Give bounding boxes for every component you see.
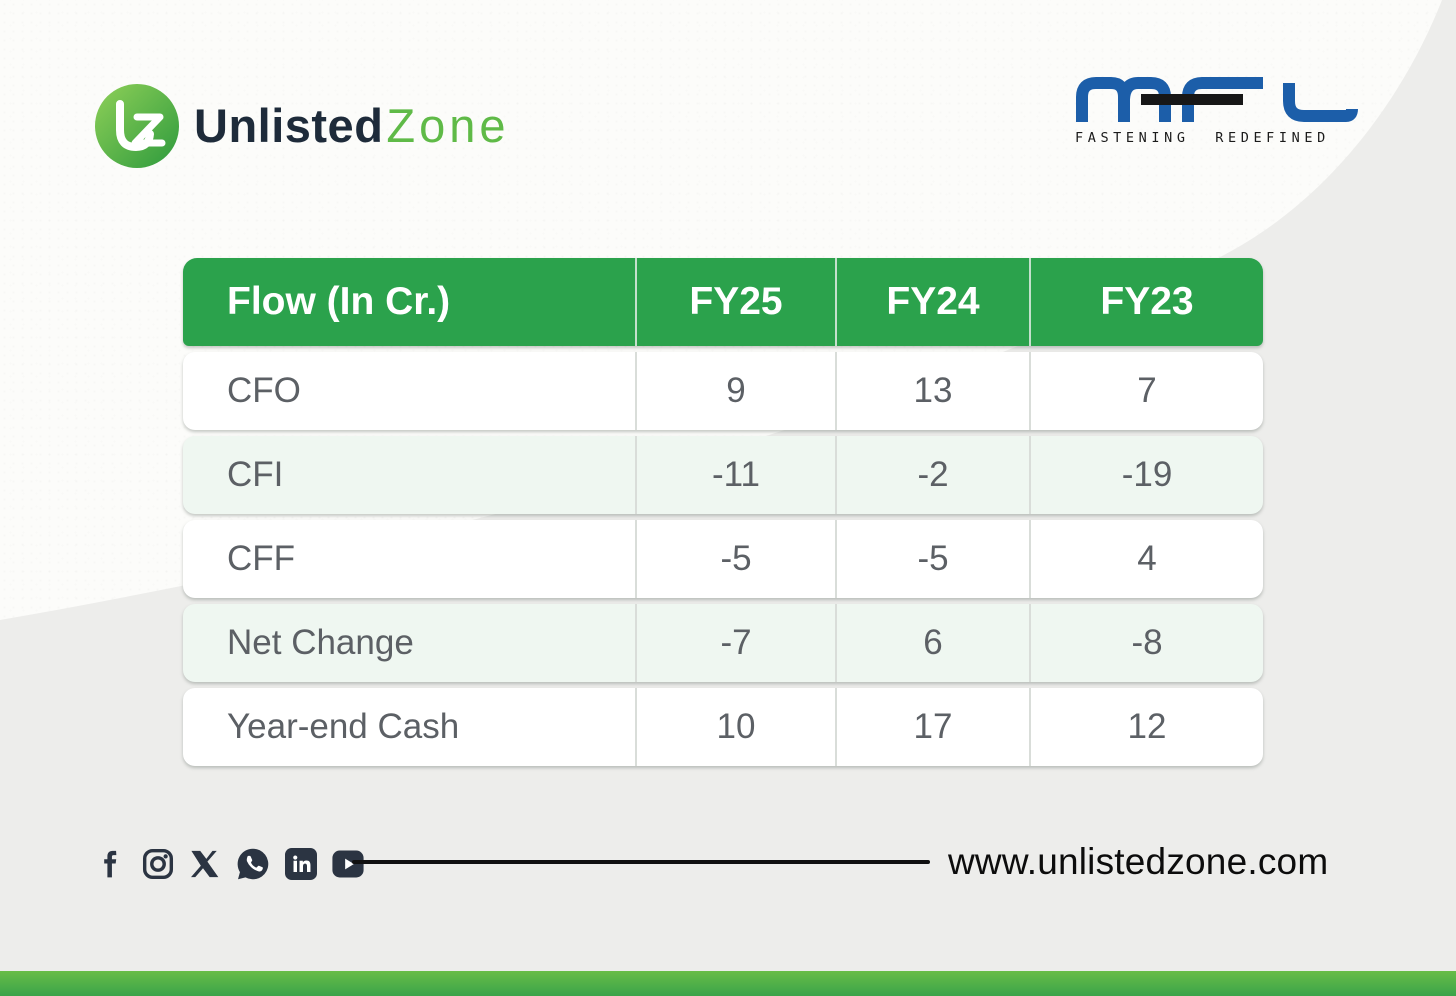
- table-row-cfo: CFO 9 13 7: [183, 352, 1263, 430]
- brand-wordmark: Unlisted Zone: [194, 84, 510, 168]
- x-icon[interactable]: [189, 848, 221, 880]
- header-fy23: FY23: [1029, 258, 1263, 346]
- cell-value: 4: [1029, 520, 1263, 598]
- website-url[interactable]: www.unlistedzone.com: [948, 841, 1329, 882]
- table-row-year-end-cash: Year-end Cash 10 17 12: [183, 688, 1263, 766]
- mfl-wordmark-icon: [1076, 77, 1358, 122]
- cell-value: -19: [1029, 436, 1263, 514]
- cell-value: 17: [835, 688, 1029, 766]
- header-fy24: FY24: [835, 258, 1029, 346]
- uz-monogram-icon: [95, 84, 179, 168]
- row-label: Year-end Cash: [227, 707, 460, 746]
- whatsapp-icon[interactable]: [235, 846, 271, 882]
- brand-name-secondary: Zone: [386, 99, 510, 152]
- row-label: Net Change: [227, 623, 414, 662]
- cell-value: -5: [835, 520, 1029, 598]
- header-flow-label: Flow (In Cr.): [227, 280, 451, 323]
- cell-value: -11: [635, 436, 835, 514]
- cell-value: 6: [835, 604, 1029, 682]
- mfl-tagline: FASTENING REDEFINED: [1075, 130, 1330, 146]
- table-row-cff: CFF -5 -5 4: [183, 520, 1263, 598]
- social-icons-row: [95, 846, 365, 882]
- cash-flow-table: Flow (In Cr.) FY25 FY24 FY23 CFO 9 13 7 …: [183, 258, 1263, 766]
- cell-value: 10: [635, 688, 835, 766]
- cell-value: 9: [635, 352, 835, 430]
- mfl-logo: FASTENING REDEFINED: [1075, 76, 1360, 146]
- row-label: CFI: [227, 455, 284, 494]
- cell-value: 12: [1029, 688, 1263, 766]
- cell-value: -8: [1029, 604, 1263, 682]
- row-label: CFO: [227, 371, 301, 410]
- cell-value: 7: [1029, 352, 1263, 430]
- cell-value: -7: [635, 604, 835, 682]
- cell-value: -5: [635, 520, 835, 598]
- footer-divider-line: [352, 860, 930, 864]
- header-fy25: FY25: [635, 258, 835, 346]
- bottom-green-bar: [0, 971, 1456, 996]
- instagram-icon[interactable]: [141, 847, 175, 881]
- table-header-row: Flow (In Cr.) FY25 FY24 FY23: [183, 258, 1263, 346]
- table-row-net-change: Net Change -7 6 -8: [183, 604, 1263, 682]
- brand-name-primary: Unlisted: [194, 99, 384, 152]
- cell-value: 13: [835, 352, 1029, 430]
- cell-value: -2: [835, 436, 1029, 514]
- table-row-cfi: CFI -11 -2 -19: [183, 436, 1263, 514]
- linkedin-icon[interactable]: [285, 848, 317, 880]
- unlistedzone-logo: Unlisted Zone: [95, 84, 510, 168]
- youtube-icon[interactable]: [331, 848, 365, 880]
- facebook-icon[interactable]: [95, 847, 127, 881]
- row-label: CFF: [227, 539, 296, 578]
